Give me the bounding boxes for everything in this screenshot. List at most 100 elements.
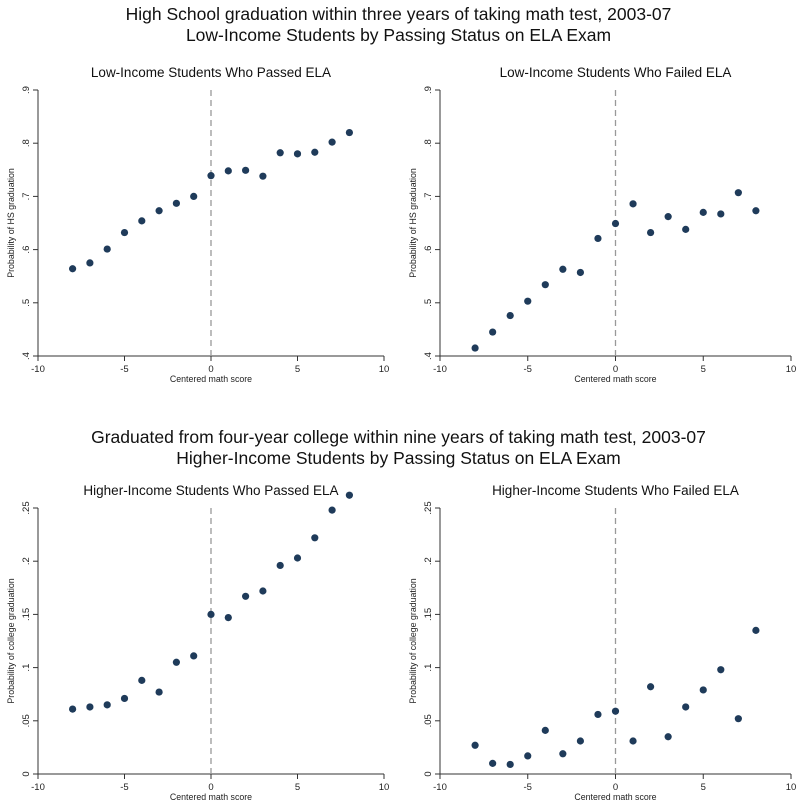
chart-2-data-point [594, 234, 602, 243]
chart-1-data-point [69, 265, 77, 273]
chart-3-y-tick-label: .1 [21, 664, 32, 672]
chart-3-y-tick-label: .05 [21, 714, 32, 727]
chart-2-title: Low-Income Students Who Failed ELA [500, 65, 732, 80]
chart-3-title: Higher-Income Students Who Passed ELA [83, 483, 338, 498]
chart-1-y-tick-label: .7 [21, 192, 32, 200]
chart-2-data-point [489, 328, 497, 336]
chart-2-y-tick-label: .6 [423, 246, 434, 254]
chart-1-y-tick-label: .5 [21, 299, 32, 307]
chart-4-data-point [506, 760, 514, 769]
chart-3-y-tick-label: .25 [21, 501, 32, 514]
chart-2-x-tick-label: 0 [613, 364, 618, 375]
chart-1-data-point [155, 207, 163, 215]
chart-4-data-point [664, 733, 672, 741]
chart-3-data-point [138, 676, 146, 684]
chart-4-x-tick-label: -5 [524, 782, 532, 793]
chart-1-data-point [120, 228, 129, 237]
chart-4-data-point [489, 759, 497, 767]
chart-3-data-point [120, 694, 129, 703]
chart-4-data-point [541, 726, 549, 734]
chart-2-data-point [611, 219, 620, 228]
chart-panel-low-income-passed: Low-Income Students Who Passed ELA .4 .5 .6… [6, 65, 390, 384]
chart-2-y-tick-label: .7 [423, 192, 434, 200]
chart-2-x-tick-label: 10 [786, 364, 797, 375]
chart-3-y-tick-label: .2 [21, 557, 32, 565]
chart-2-y-tick-label: .8 [423, 139, 434, 147]
chart-1-data-point [242, 166, 250, 174]
chart-2-y-tick-label: .9 [423, 86, 434, 94]
chart-4-x-tick-label: 10 [786, 782, 797, 793]
chart-3-data-point [276, 561, 284, 570]
chart-2-x-axis-label: Centered math score [574, 374, 656, 384]
chart-3-data-point [293, 554, 302, 562]
chart-panel-higher-income-passed: Higher-Income Students Who Passed ELA 0 .0… [6, 483, 390, 802]
chart-2-data-point [506, 311, 514, 320]
chart-1-data-point [138, 217, 146, 225]
chart-2-data-point [734, 189, 742, 197]
chart-4-data-point [611, 707, 620, 715]
chart-3-data-point [242, 592, 250, 600]
chart-2-y-tick-label: .4 [423, 352, 434, 360]
section-1-title: High School graduation within three year… [0, 4, 797, 46]
chart-4-y-tick-label: .25 [423, 501, 434, 514]
chart-1-x-tick-label: 5 [295, 364, 300, 375]
chart-3-x-tick-label: -5 [120, 782, 128, 793]
section-1-title-line1: High School graduation within three year… [125, 4, 672, 24]
chart-2-data-point [717, 210, 725, 218]
chart-1-data-point [328, 138, 336, 146]
chart-3-x-tick-label: 10 [379, 782, 390, 793]
chart-4-data-point [734, 715, 742, 723]
chart-4-x-tick-label: 0 [613, 782, 618, 793]
chart-3-data-point [311, 534, 319, 542]
chart-2-data-point [752, 207, 760, 215]
chart-2-data-point [629, 200, 637, 208]
chart-4-y-tick-label: .2 [423, 557, 434, 565]
section-2-title: Graduated from four-year college within … [0, 427, 797, 469]
chart-3-data-point [328, 506, 336, 514]
chart-2-x-tick-label: -5 [524, 364, 532, 375]
chart-2-y-tick-label: .5 [423, 299, 434, 307]
chart-1-y-tick-label: .9 [21, 86, 32, 94]
chart-panel-higher-income-failed: Higher-Income Students Who Failed ELA 0 .0… [408, 483, 797, 802]
chart-4-data-point [471, 741, 479, 749]
chart-4-y-tick-label: 0 [423, 771, 434, 776]
chart-4-data-point [594, 710, 602, 719]
chart-1-x-tick-label: 10 [379, 364, 390, 375]
chart-3-data-point [259, 587, 267, 595]
chart-1-x-tick-label: -5 [120, 364, 128, 375]
chart-4-x-tick-label: 5 [701, 782, 706, 793]
chart-3-y-tick-label: 0 [21, 771, 32, 776]
chart-1-data-point [224, 167, 232, 175]
chart-3-data-point [190, 652, 198, 660]
chart-3-y-axis-label: Probability of college graduation [6, 578, 16, 703]
chart-2-data-point [682, 225, 690, 233]
chart-3-x-tick-label: 0 [208, 782, 213, 793]
chart-1-x-tick-label: -10 [31, 364, 45, 375]
chart-3-data-point [172, 658, 180, 666]
chart-4-data-point [524, 752, 532, 760]
chart-2-data-point [541, 281, 549, 289]
chart-1-data-point [345, 128, 353, 137]
chart-1-data-point [293, 150, 302, 158]
chart-1-data-point [276, 149, 284, 157]
chart-3-data-point [69, 705, 77, 713]
chart-4-y-tick-label: .15 [423, 608, 434, 621]
chart-4-data-point [682, 703, 690, 711]
chart-1-data-point [172, 199, 180, 207]
chart-1-y-tick-label: .4 [21, 352, 32, 360]
chart-3-data-point [207, 610, 215, 618]
chart-4-data-point [752, 626, 760, 634]
chart-3-y-tick-label: .15 [21, 608, 32, 621]
chart-3-x-tick-label: 5 [295, 782, 300, 793]
chart-2-x-tick-label: -10 [433, 364, 447, 375]
chart-2-y-axis-label: Probability of HS graduation [408, 168, 418, 278]
chart-4-data-point [629, 737, 637, 745]
chart-1-data-point [103, 245, 111, 253]
chart-4-data-point [699, 686, 707, 694]
chart-2-data-point [524, 297, 532, 305]
chart-4-x-tick-label: -10 [433, 782, 447, 793]
chart-1-x-tick-label: 0 [208, 364, 213, 375]
chart-4-x-axis-label: Centered math score [574, 792, 656, 802]
chart-3-data-point [86, 703, 94, 711]
chart-1-title: Low-Income Students Who Passed ELA [91, 65, 331, 80]
